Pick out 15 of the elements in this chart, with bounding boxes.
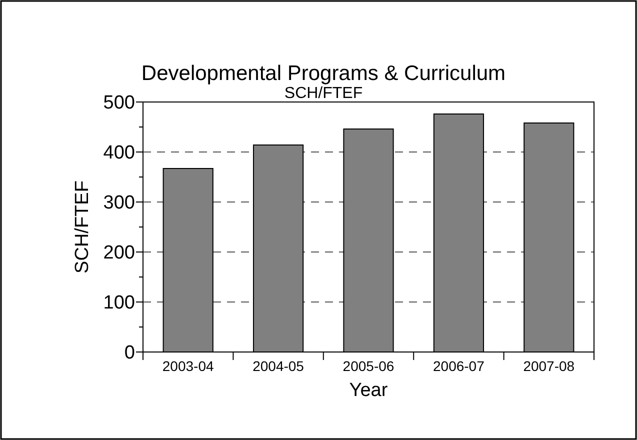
- y-tick-label: 400: [103, 142, 135, 164]
- y-axis-title: SCH/FTEF: [72, 180, 93, 274]
- y-tick-label: 200: [103, 242, 135, 264]
- chart-title: Developmental Programs & Curriculum: [141, 62, 506, 85]
- y-tick-label: 500: [103, 92, 135, 114]
- x-tick-label: 2007-08: [523, 358, 575, 374]
- x-tick-label: 2006-07: [433, 358, 485, 374]
- chart-subtitle: SCH/FTEF: [284, 85, 363, 102]
- y-tick-label: 100: [103, 292, 135, 314]
- x-axis-title: Year: [349, 380, 388, 401]
- x-tick-label: 2003-04: [162, 358, 214, 374]
- y-tick-label: 0: [124, 342, 135, 364]
- y-tick-label: 300: [103, 192, 135, 214]
- x-tick-label: 2004-05: [252, 358, 304, 374]
- x-tick-label: 2005-06: [342, 358, 394, 374]
